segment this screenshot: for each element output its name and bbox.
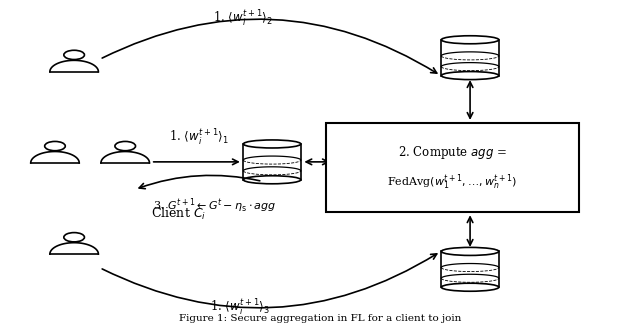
Text: Figure 1: Secure aggregation in FL for a client to join: Figure 1: Secure aggregation in FL for a… [179, 314, 461, 323]
Ellipse shape [243, 140, 301, 148]
Ellipse shape [442, 248, 499, 255]
Text: 1. $\langle w_i^{t+1}\rangle_2$: 1. $\langle w_i^{t+1}\rangle_2$ [214, 9, 273, 29]
Ellipse shape [243, 176, 301, 184]
Ellipse shape [442, 283, 499, 291]
Text: Client $C_i$: Client $C_i$ [151, 206, 206, 222]
Text: 2. Compute $agg$ =: 2. Compute $agg$ = [398, 145, 507, 162]
Ellipse shape [442, 36, 499, 44]
Ellipse shape [442, 72, 499, 79]
Text: FedAvg$(w_1^{t+1},\ldots,w_n^{t+1})$: FedAvg$(w_1^{t+1},\ldots,w_n^{t+1})$ [387, 172, 518, 192]
Text: 1. $\langle w_i^{t+1}\rangle_1$: 1. $\langle w_i^{t+1}\rangle_1$ [169, 127, 228, 147]
Text: 3. $G^{t+1} \leftarrow G^t - \eta_{\mathrm{s}}\cdot agg$: 3. $G^{t+1} \leftarrow G^t - \eta_{\math… [153, 197, 276, 215]
Text: 1. $\langle w_i^{t+1}\rangle_3$: 1. $\langle w_i^{t+1}\rangle_3$ [211, 298, 270, 318]
FancyBboxPatch shape [326, 123, 579, 212]
